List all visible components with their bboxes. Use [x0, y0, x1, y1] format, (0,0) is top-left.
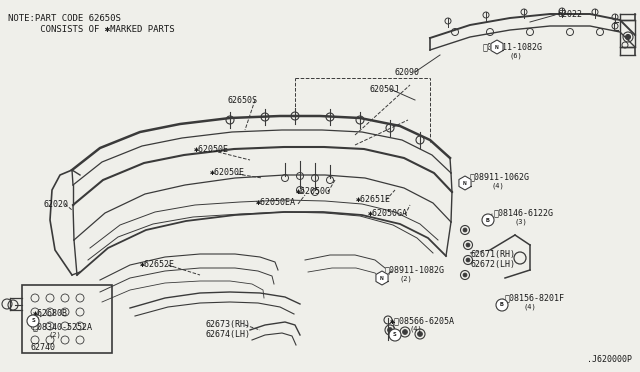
Circle shape: [463, 273, 467, 277]
Text: 62740: 62740: [30, 343, 55, 352]
Text: 62672(LH): 62672(LH): [471, 260, 516, 269]
Text: (2): (2): [400, 275, 413, 282]
Text: (2): (2): [48, 332, 61, 339]
Circle shape: [496, 299, 508, 311]
Text: 62020: 62020: [43, 200, 68, 209]
Text: ✱62050E: ✱62050E: [194, 145, 229, 154]
Bar: [620, 20, 635, 47]
Text: B: B: [486, 218, 490, 222]
Text: N: N: [380, 276, 384, 280]
Text: (3): (3): [515, 218, 528, 224]
Circle shape: [389, 329, 401, 341]
Text: Ⓢ08340-5252A: Ⓢ08340-5252A: [33, 322, 93, 331]
Circle shape: [466, 258, 470, 262]
Text: 62673(RH): 62673(RH): [205, 320, 250, 329]
Circle shape: [482, 214, 494, 226]
Text: S: S: [31, 318, 35, 324]
Circle shape: [466, 243, 470, 247]
Text: (6): (6): [510, 52, 523, 58]
Bar: [22, 285, 112, 353]
Text: ✱62050GA: ✱62050GA: [368, 209, 408, 218]
Text: 62090: 62090: [395, 68, 420, 77]
Text: 62050J: 62050J: [370, 85, 400, 94]
Text: (4): (4): [492, 182, 505, 189]
Text: ✱62050EA: ✱62050EA: [256, 198, 296, 207]
Text: ✱62652E: ✱62652E: [140, 260, 175, 269]
Text: 62674(LH): 62674(LH): [205, 330, 250, 339]
Text: CONSISTS OF ✱MARKED PARTS: CONSISTS OF ✱MARKED PARTS: [8, 25, 175, 34]
Text: ✱Ⓢ08566-6205A: ✱Ⓢ08566-6205A: [390, 316, 455, 325]
Text: Ⓝ08911-1062G: Ⓝ08911-1062G: [470, 172, 530, 181]
Text: 62671(RH): 62671(RH): [471, 250, 516, 259]
Circle shape: [403, 330, 408, 334]
Polygon shape: [459, 176, 471, 190]
Text: ✱62680B: ✱62680B: [33, 309, 68, 318]
Text: ✱62050G: ✱62050G: [296, 187, 331, 196]
Text: 62650S: 62650S: [228, 96, 258, 105]
Text: Ⓝ08911-1082G: Ⓝ08911-1082G: [483, 42, 543, 51]
Text: ✱62651E: ✱62651E: [356, 195, 391, 204]
Circle shape: [625, 35, 630, 39]
Text: 62022: 62022: [558, 10, 583, 19]
Text: (4): (4): [410, 326, 423, 333]
Polygon shape: [376, 271, 388, 285]
Circle shape: [387, 327, 392, 333]
Circle shape: [417, 331, 422, 337]
Text: Ⓝ08911-1082G: Ⓝ08911-1082G: [385, 265, 445, 274]
Text: N: N: [495, 45, 499, 49]
Text: ✱62050E: ✱62050E: [210, 168, 245, 177]
Circle shape: [27, 315, 39, 327]
Text: .J620000P: .J620000P: [587, 355, 632, 364]
Text: (4): (4): [524, 303, 537, 310]
Text: Ⓑ08156-8201F: Ⓑ08156-8201F: [505, 293, 565, 302]
Polygon shape: [491, 40, 503, 54]
Text: NOTE:PART CODE 62650S: NOTE:PART CODE 62650S: [8, 14, 121, 23]
Text: B: B: [500, 302, 504, 308]
Circle shape: [463, 228, 467, 232]
Text: S: S: [393, 333, 397, 337]
Text: N: N: [463, 180, 467, 186]
Text: Ⓑ08146-6122G: Ⓑ08146-6122G: [494, 208, 554, 217]
